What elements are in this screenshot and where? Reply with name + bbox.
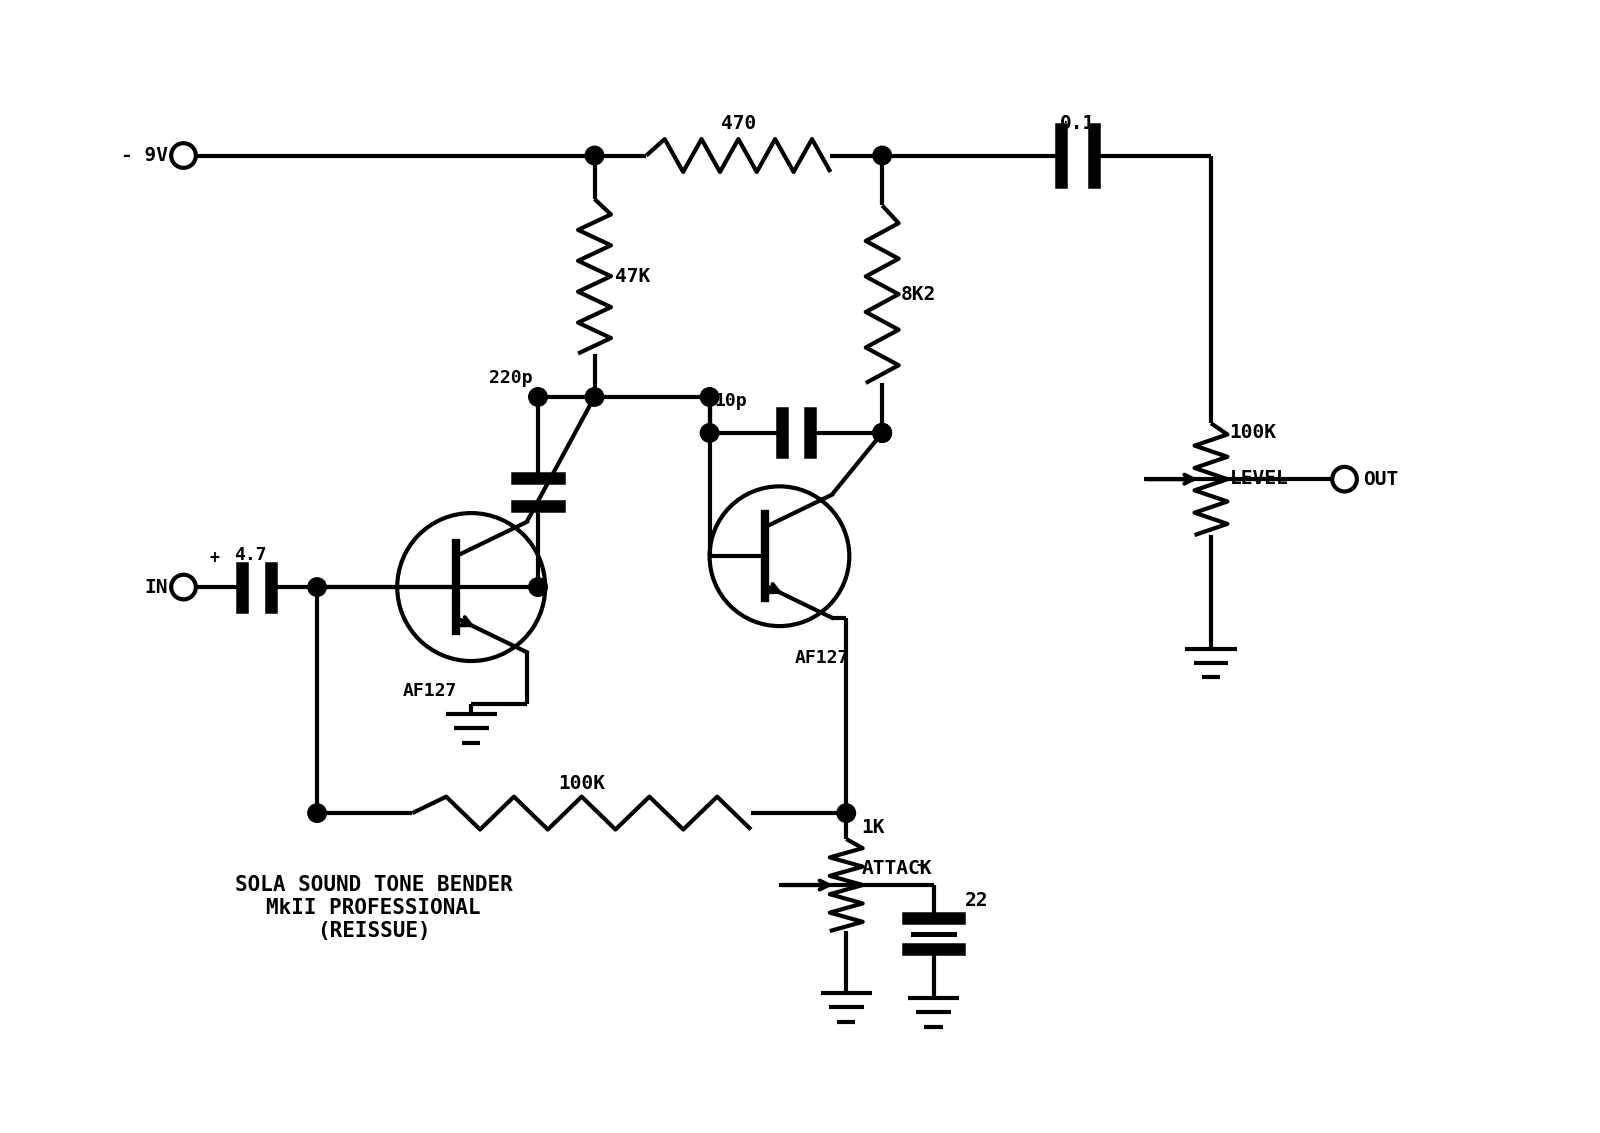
Text: 100K: 100K bbox=[1229, 423, 1277, 442]
Text: SOLA SOUND TONE BENDER
MkII PROFESSIONAL
(REISSUE): SOLA SOUND TONE BENDER MkII PROFESSIONAL… bbox=[235, 875, 512, 942]
Circle shape bbox=[701, 424, 718, 442]
Text: AF127: AF127 bbox=[795, 649, 850, 666]
Text: 220p: 220p bbox=[490, 368, 533, 386]
Circle shape bbox=[528, 387, 547, 407]
Circle shape bbox=[307, 803, 326, 823]
Text: OUT: OUT bbox=[1363, 470, 1398, 488]
Text: LEVEL: LEVEL bbox=[1229, 469, 1288, 488]
Text: +: + bbox=[917, 858, 926, 872]
Text: 100K: 100K bbox=[558, 774, 605, 793]
Circle shape bbox=[528, 578, 547, 596]
Circle shape bbox=[586, 387, 603, 407]
Circle shape bbox=[874, 424, 891, 442]
Circle shape bbox=[586, 146, 603, 164]
Text: ATTACK: ATTACK bbox=[862, 859, 933, 878]
Text: 470: 470 bbox=[720, 114, 755, 133]
Text: +: + bbox=[210, 548, 219, 566]
Text: IN: IN bbox=[144, 578, 168, 597]
Text: AF127: AF127 bbox=[402, 682, 456, 699]
Text: 47K: 47K bbox=[614, 266, 650, 286]
Circle shape bbox=[874, 424, 891, 442]
Circle shape bbox=[701, 387, 718, 407]
Text: - 9V: - 9V bbox=[122, 146, 168, 165]
Circle shape bbox=[837, 803, 856, 823]
Text: 8K2: 8K2 bbox=[901, 284, 936, 304]
Circle shape bbox=[874, 146, 891, 164]
Circle shape bbox=[307, 578, 326, 596]
Text: 0.1: 0.1 bbox=[1059, 114, 1094, 133]
Text: 22: 22 bbox=[965, 891, 987, 910]
Text: 1K: 1K bbox=[862, 818, 885, 837]
Text: 4.7: 4.7 bbox=[234, 546, 267, 564]
Text: 10p: 10p bbox=[715, 392, 747, 410]
Circle shape bbox=[874, 424, 891, 442]
